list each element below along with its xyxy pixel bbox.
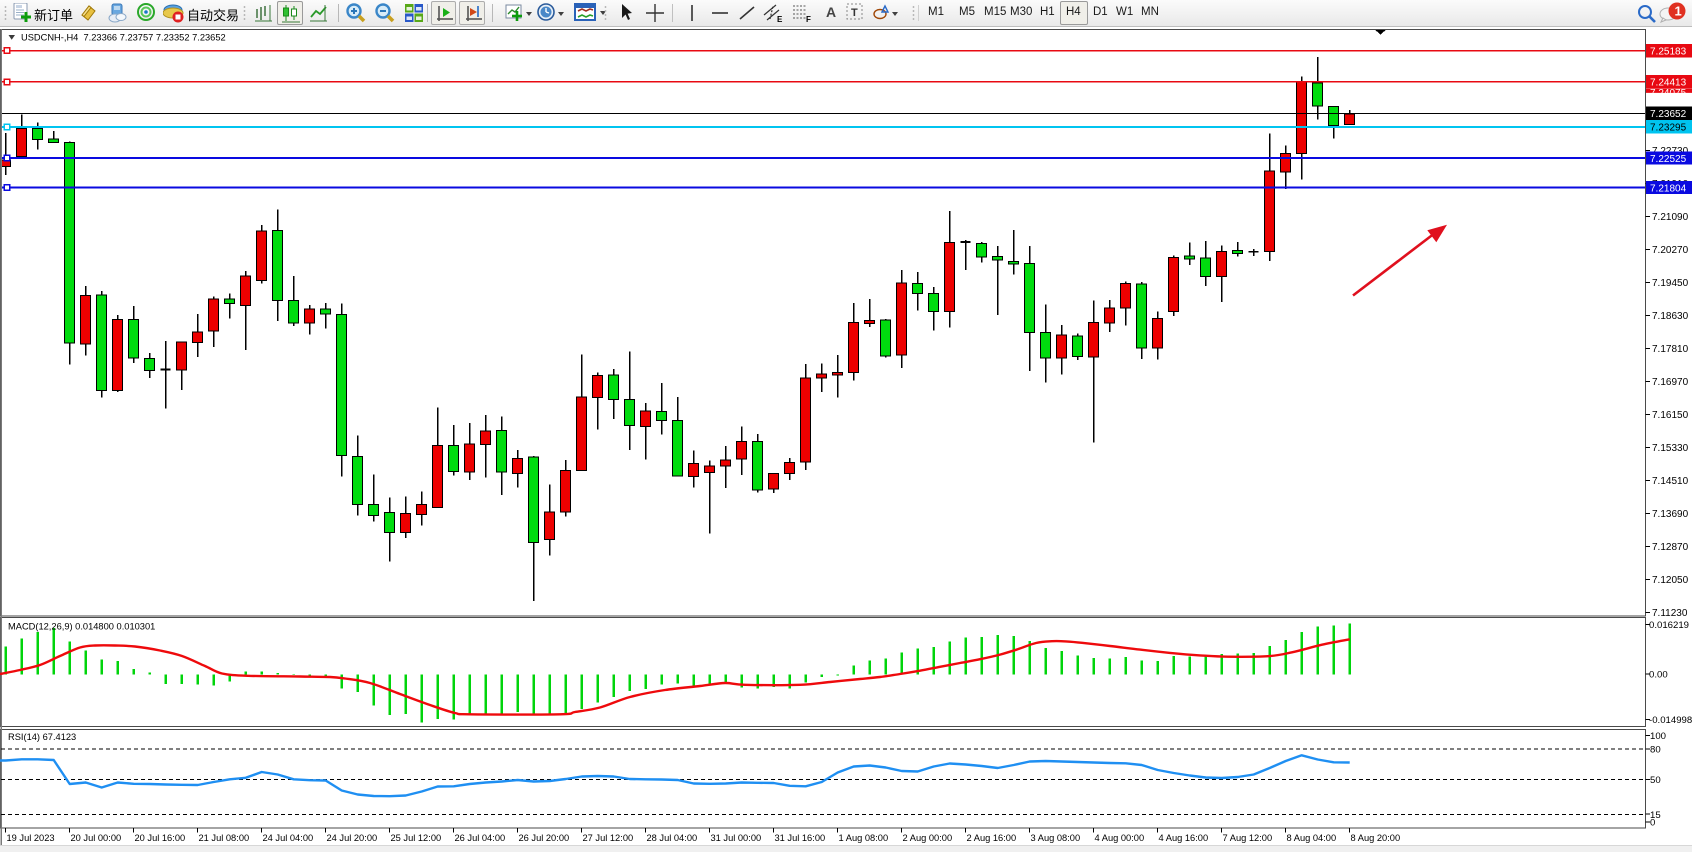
svg-text:28 Jul 04:00: 28 Jul 04:00 <box>647 833 698 843</box>
svg-text:E: E <box>777 15 783 23</box>
svg-text:7.21090: 7.21090 <box>1652 212 1689 223</box>
svg-text:MACD(12,26,9) 0.014800 0.01030: MACD(12,26,9) 0.014800 0.010301 <box>8 622 155 632</box>
svg-text:3 Aug 08:00: 3 Aug 08:00 <box>1031 833 1081 843</box>
svg-text:7.24075: 7.24075 <box>1650 88 1687 99</box>
svg-text:USDCNH-,H4 7.23366 7.23757 7.: USDCNH-,H4 7.23366 7.23757 7.23352 7.236… <box>21 33 226 43</box>
svg-text:8 Aug 04:00: 8 Aug 04:00 <box>1287 833 1337 843</box>
svg-text:RSI(14) 67.4123: RSI(14) 67.4123 <box>8 732 76 742</box>
svg-text:T: T <box>851 7 858 19</box>
svg-text:7.12050: 7.12050 <box>1652 575 1689 586</box>
svg-text:80: 80 <box>1650 745 1661 756</box>
svg-text:0.00: 0.00 <box>1649 670 1668 681</box>
svg-text:26 Jul 04:00: 26 Jul 04:00 <box>455 833 506 843</box>
svg-text:8 Aug 20:00: 8 Aug 20:00 <box>1351 833 1401 843</box>
svg-text:24 Jul 04:00: 24 Jul 04:00 <box>263 833 314 843</box>
svg-text:7.24413: 7.24413 <box>1650 78 1687 89</box>
svg-text:27 Jul 12:00: 27 Jul 12:00 <box>583 833 634 843</box>
svg-text:7.20270: 7.20270 <box>1652 245 1689 256</box>
svg-text:2 Aug 16:00: 2 Aug 16:00 <box>967 833 1017 843</box>
svg-text:7.22525: 7.22525 <box>1650 154 1687 165</box>
svg-text:7.15330: 7.15330 <box>1652 443 1689 454</box>
svg-text:7.21804: 7.21804 <box>1650 183 1687 194</box>
svg-text:7 Aug 12:00: 7 Aug 12:00 <box>1223 833 1273 843</box>
svg-text:19 Jul 2023: 19 Jul 2023 <box>7 833 55 843</box>
svg-text:0: 0 <box>1650 817 1655 828</box>
svg-text:2 Aug 00:00: 2 Aug 00:00 <box>903 833 953 843</box>
svg-text:0.016219: 0.016219 <box>1649 620 1689 631</box>
svg-text:25 Jul 12:00: 25 Jul 12:00 <box>391 833 442 843</box>
svg-text:7.25183: 7.25183 <box>1650 46 1687 57</box>
svg-text:7.23652: 7.23652 <box>1650 109 1687 120</box>
svg-text:20 Jul 16:00: 20 Jul 16:00 <box>135 833 186 843</box>
svg-text:7.17810: 7.17810 <box>1652 344 1689 355</box>
svg-text:21 Jul 08:00: 21 Jul 08:00 <box>199 833 250 843</box>
svg-text:1 Aug 08:00: 1 Aug 08:00 <box>839 833 889 843</box>
svg-text:50: 50 <box>1650 775 1661 786</box>
svg-text:7.13690: 7.13690 <box>1652 509 1689 520</box>
svg-text:7.23295: 7.23295 <box>1650 123 1687 134</box>
svg-text:24 Jul 20:00: 24 Jul 20:00 <box>327 833 378 843</box>
svg-text:7.16970: 7.16970 <box>1652 377 1689 388</box>
svg-text:F: F <box>806 15 811 23</box>
svg-text:7.14510: 7.14510 <box>1652 476 1689 487</box>
svg-text:100: 100 <box>1650 731 1666 742</box>
svg-text:7.19450: 7.19450 <box>1652 278 1689 289</box>
svg-text:31 Jul 16:00: 31 Jul 16:00 <box>775 833 826 843</box>
svg-text:31 Jul 00:00: 31 Jul 00:00 <box>711 833 762 843</box>
svg-text:26 Jul 20:00: 26 Jul 20:00 <box>519 833 570 843</box>
svg-text:1: 1 <box>1675 4 1682 19</box>
svg-text:7.18630: 7.18630 <box>1652 311 1689 322</box>
svg-text:15: 15 <box>1650 810 1661 821</box>
svg-text:4 Aug 00:00: 4 Aug 00:00 <box>1095 833 1145 843</box>
svg-text:4 Aug 16:00: 4 Aug 16:00 <box>1159 833 1209 843</box>
svg-text:20 Jul 00:00: 20 Jul 00:00 <box>71 833 122 843</box>
svg-text:-0.014998: -0.014998 <box>1649 715 1692 726</box>
svg-text:7.16150: 7.16150 <box>1652 410 1689 421</box>
svg-text:7.11230: 7.11230 <box>1652 608 1688 619</box>
svg-text:7.12870: 7.12870 <box>1652 542 1689 553</box>
